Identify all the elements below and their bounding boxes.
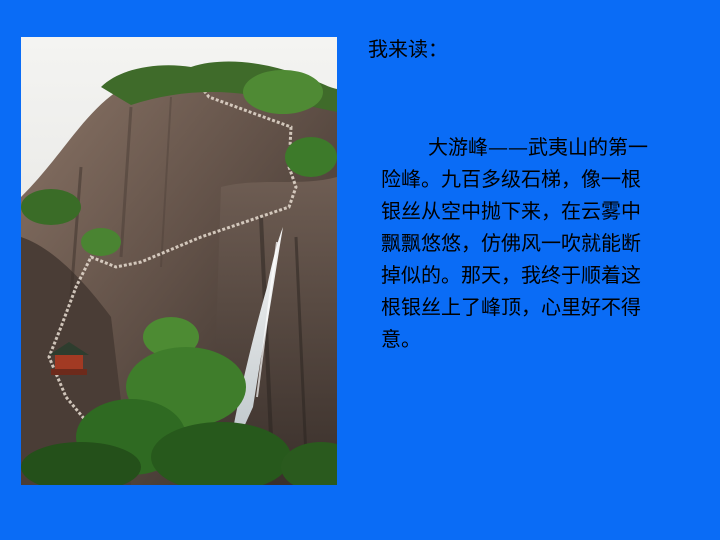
passage-line-2: 险峰。九百多级石梯，像一根	[381, 167, 641, 191]
passage-line-1: 大游峰——武夷山的第一	[428, 135, 648, 159]
passage-line-4: 飘飘悠悠，仿佛风一吹就能断	[381, 231, 641, 255]
passage-line-5: 掉似的。那天，我终于顺着这	[381, 263, 641, 287]
mountain-waterfall-illustration	[21, 37, 337, 485]
reading-passage: 大游峰——武夷山的第一 险峰。九百多级石梯，像一根 银丝从空中抛下来，在云雾中 …	[381, 131, 701, 355]
section-heading: 我来读：	[368, 37, 448, 61]
passage-line-3: 银丝从空中抛下来，在云雾中	[381, 199, 641, 223]
passage-line-7: 意。	[381, 327, 421, 351]
passage-line-6: 根银丝上了峰顶，心里好不得	[381, 295, 641, 319]
pavilion-icon	[49, 342, 89, 375]
mountain-waterfall-photo	[21, 37, 337, 485]
